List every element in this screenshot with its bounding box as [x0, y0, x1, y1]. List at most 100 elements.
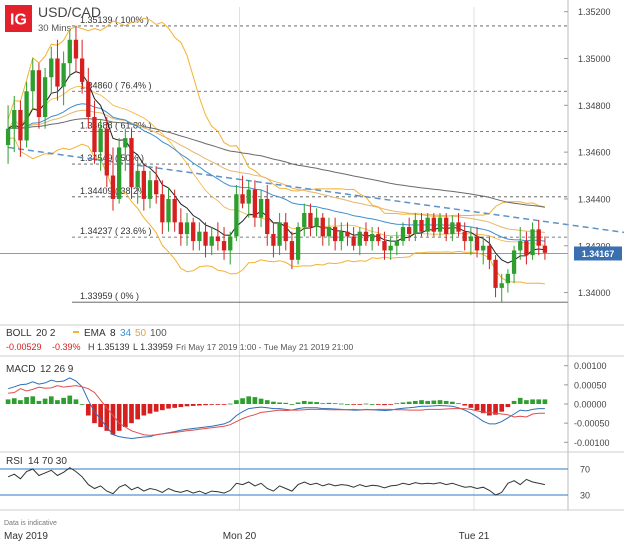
macd-histogram-bar — [197, 404, 202, 406]
macd-line — [7, 377, 545, 440]
indicative-note: Data is indicative — [4, 520, 57, 527]
price-panel: 1.35200 1.35000 1.34800 1.34600 1.34400 1.342… — [0, 0, 624, 511]
macd-histogram-bar — [24, 397, 29, 404]
ema-period-50: 50 — [135, 328, 147, 339]
price-tick-label: 1.35200 — [578, 7, 611, 17]
macd-histogram-bar — [203, 404, 208, 406]
macd-histogram-bar — [277, 402, 282, 404]
macd-histogram-bar — [511, 400, 517, 404]
candle-body — [450, 222, 455, 235]
macd-histogram-bar — [289, 404, 295, 405]
macd-histogram-bar — [42, 398, 48, 404]
candle-body — [240, 194, 245, 204]
macd-panel: 0.00100 0.00050 0.00000 -0.00050 -0.00100 — [5, 361, 610, 448]
candle-body — [197, 231, 202, 242]
candle-body — [326, 227, 332, 237]
candle-body — [536, 229, 541, 246]
candle-body — [252, 189, 258, 218]
macd-tick-label: 0.00000 — [574, 400, 607, 410]
candle-body — [12, 109, 17, 129]
symbol-title: USD/CAD — [38, 4, 101, 20]
indicator-legend: BOLL 20 2 EMA 8 34 50 100 -0.00529 -0.39… — [6, 328, 353, 352]
macd-histogram-bar — [184, 404, 190, 407]
candle-body — [184, 222, 190, 235]
macd-histogram-bar — [246, 396, 252, 404]
macd-histogram-bar — [61, 397, 66, 404]
candle-body — [116, 147, 122, 199]
candle-body — [468, 236, 474, 242]
price-tick-label: 1.34200 — [578, 241, 611, 251]
candle-body — [36, 70, 42, 118]
rsi-panel: 70 30 — [0, 465, 590, 501]
macd-histogram-bar — [283, 402, 289, 404]
candle-body — [382, 241, 387, 251]
time-axis-label: May 2019 — [4, 531, 48, 542]
candle-body — [308, 212, 313, 228]
candle-body — [265, 198, 270, 235]
candle-body — [542, 245, 548, 253]
candle-body — [339, 231, 344, 242]
candle-body — [166, 198, 171, 223]
macd-tick-label: -0.00100 — [574, 438, 610, 448]
macd-histogram-bar — [5, 399, 11, 404]
macd-histogram-bar — [542, 399, 548, 404]
interval-label: 30 Mins — [38, 23, 72, 34]
time-axis: May 2019 Mon 20 Tue 21 — [4, 531, 490, 542]
boll-label[interactable]: BOLL — [6, 328, 32, 339]
candle-body — [246, 189, 251, 204]
macd-histogram-bar — [295, 402, 301, 404]
macd-histogram-bar — [536, 399, 542, 404]
macd-histogram-bar — [116, 404, 122, 431]
macd-histogram-bar — [252, 397, 258, 404]
candle-body — [160, 194, 165, 223]
candle-body — [209, 236, 214, 246]
macd-histogram-bar — [147, 404, 153, 414]
macd-histogram-bar — [456, 403, 461, 405]
macd-histogram-bar — [308, 401, 313, 404]
candle-body — [499, 283, 504, 288]
candle-body — [191, 222, 196, 242]
macd-histogram-bar — [209, 404, 215, 405]
candle-body — [234, 194, 239, 237]
candle-body — [277, 222, 282, 246]
macd-histogram-bar — [36, 400, 42, 404]
candle-body — [314, 217, 319, 228]
macd-histogram-bar — [468, 404, 474, 408]
rsi-level-label: 30 — [580, 491, 590, 501]
macd-histogram-bar — [474, 404, 480, 411]
candle-body — [518, 241, 523, 251]
macd-histogram-bar — [388, 404, 393, 405]
candle-body — [98, 128, 103, 153]
fib-level-label: 1.34688 ( 61.8% ) — [80, 121, 152, 131]
candle-body — [5, 128, 11, 146]
candle-body — [67, 39, 72, 64]
macd-histogram-bar — [104, 404, 110, 431]
macd-histogram-bar — [85, 404, 91, 416]
bollinger-lower-band — [8, 137, 545, 285]
macd-histogram-bar — [320, 403, 326, 405]
macd-histogram-bar — [11, 398, 17, 404]
macd-histogram-bar — [129, 404, 134, 424]
macd-histogram-bar — [450, 401, 455, 404]
macd-histogram-bar — [172, 404, 178, 408]
macd-histogram-bar — [227, 403, 233, 405]
ema-label[interactable]: EMA — [84, 328, 106, 339]
macd-histogram-bar — [48, 396, 54, 404]
candle-body — [425, 217, 430, 232]
macd-label[interactable]: MACD — [6, 364, 35, 375]
macd-histogram-bar — [443, 400, 449, 404]
macd-histogram-bar — [18, 400, 23, 404]
macd-histogram-bar — [363, 403, 369, 405]
macd-histogram-bar — [326, 402, 332, 404]
rsi-params: 14 70 30 — [28, 456, 67, 467]
macd-histogram-bar — [425, 400, 431, 404]
bollinger-upper-band — [7, 17, 546, 217]
price-tick-label: 1.34800 — [578, 101, 611, 111]
macd-histogram-bar — [153, 404, 159, 412]
rsi-label[interactable]: RSI — [6, 456, 23, 467]
macd-histogram-bar — [240, 398, 245, 404]
macd-histogram-bar — [135, 404, 141, 420]
macd-histogram-bar — [499, 404, 505, 412]
candle-body — [147, 180, 153, 199]
